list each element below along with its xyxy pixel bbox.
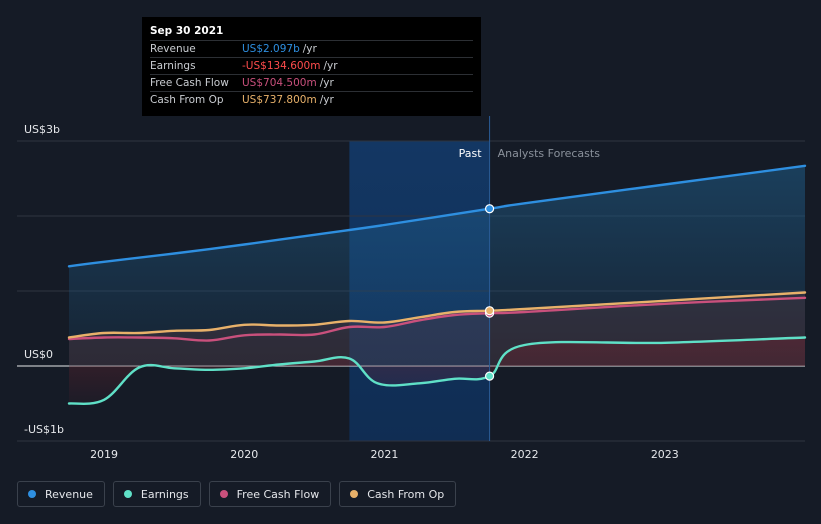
x-tick-label: 2023	[651, 448, 679, 461]
revenue-area	[69, 165, 805, 366]
x-tick-label: 2019	[90, 448, 118, 461]
tooltip-unit: /yr	[319, 77, 334, 89]
free-cash-flow-line	[67, 296, 807, 342]
area-fills	[69, 165, 805, 404]
tooltip-row-free-cash-flow: Free Cash Flow US$704.500m /yr	[150, 74, 473, 91]
series-markers	[484, 204, 495, 381]
tooltip-label: Free Cash Flow	[150, 77, 229, 89]
revenue-marker	[484, 204, 495, 214]
forecast-label: Analysts Forecasts	[498, 147, 601, 160]
y-tick-label: US$0	[24, 348, 53, 361]
legend-item-cash-from-op[interactable]: Cash From Op	[339, 481, 457, 507]
x-tick-label: 2020	[230, 448, 258, 461]
legend-item-free-cash-flow[interactable]: Free Cash Flow	[208, 481, 332, 507]
x-tick-label: 2021	[370, 448, 398, 461]
legend-label: Cash From Op	[367, 487, 445, 501]
legend-item-earnings[interactable]: Earnings	[112, 481, 201, 507]
legend-label: Free Cash Flow	[236, 487, 320, 501]
tooltip-unit: /yr	[319, 94, 334, 106]
tooltip-unit: /yr	[302, 43, 317, 55]
tooltip-label: Revenue	[150, 43, 196, 55]
tooltip-unit: /yr	[323, 60, 338, 72]
tooltip-value-revenue: US$2.097b	[242, 43, 300, 55]
cash-from-op-dot-icon	[350, 490, 359, 498]
legend-item-revenue[interactable]: Revenue	[17, 481, 105, 507]
tooltip-row-cash-from-op: Cash From Op US$737.800m /yr	[150, 91, 473, 108]
tooltip-value-earnings: -US$134.600m	[242, 60, 321, 72]
revenue-line	[67, 164, 807, 268]
x-axis-labels: 2019 2020 2021 2022 2023	[90, 448, 679, 461]
revenue-dot-icon	[28, 490, 36, 498]
x-tick-label: 2022	[511, 448, 539, 461]
tooltip-label: Earnings	[150, 60, 196, 72]
y-tick-label: -US$1b	[24, 423, 64, 436]
free-cash-flow-dot-icon	[219, 490, 228, 498]
tooltip-row-earnings: Earnings -US$134.600m /yr	[150, 57, 473, 74]
tooltip-label: Cash From Op	[150, 94, 224, 106]
y-tick-label: US$3b	[24, 123, 60, 136]
past-label: Past	[459, 147, 483, 160]
earnings-area	[69, 337, 805, 404]
cash-from-op-marker	[484, 306, 495, 316]
y-axis-labels: US$3b US$0 -US$1b	[24, 123, 64, 436]
earnings-dot-icon	[123, 490, 132, 498]
series-lines	[67, 164, 807, 405]
tooltip-value-cash-from-op: US$737.800m	[242, 94, 317, 106]
tooltip-panel: Sep 30 2021 Revenue US$2.097b /yr Earnin…	[142, 17, 481, 116]
earnings-line	[67, 336, 807, 405]
tooltip-value-free-cash-flow: US$704.500m	[242, 77, 317, 89]
tooltip-date: Sep 30 2021	[150, 25, 224, 37]
cash-from-op-line	[67, 291, 807, 339]
legend-label: Revenue	[45, 487, 93, 501]
legend-label: Earnings	[140, 487, 189, 501]
tooltip-row-revenue: Revenue US$2.097b /yr	[150, 40, 473, 57]
earnings-marker	[484, 371, 495, 381]
legend: Revenue Earnings Free Cash Flow Cash Fro…	[17, 481, 457, 507]
